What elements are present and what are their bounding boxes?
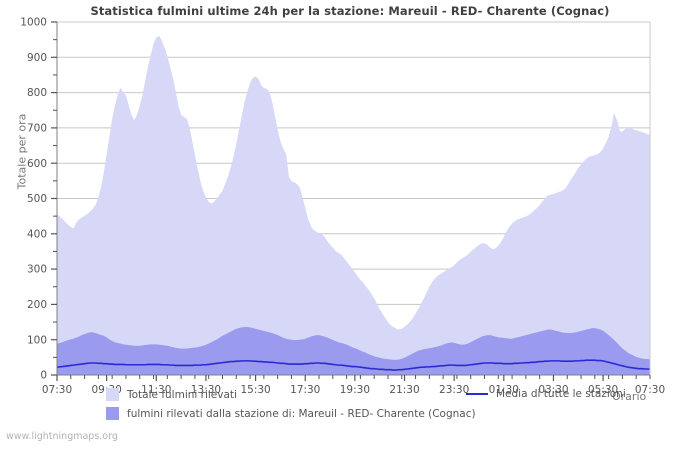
- legend-label-average: Media di tutte le stazioni: [496, 388, 626, 400]
- svg-text:600: 600: [27, 158, 47, 170]
- svg-text:1000: 1000: [20, 17, 47, 29]
- legend-item-average[interactable]: Media di tutte le stazioni: [466, 388, 626, 400]
- legend-label-total: Totale fulmini rilevati: [127, 388, 237, 401]
- svg-text:300: 300: [27, 264, 47, 276]
- svg-text:05:30: 05:30: [588, 384, 618, 396]
- svg-text:700: 700: [27, 123, 47, 135]
- svg-text:03:30: 03:30: [538, 384, 568, 396]
- svg-text:19:30: 19:30: [340, 384, 370, 396]
- svg-text:21:30: 21:30: [389, 384, 419, 396]
- svg-text:07:30: 07:30: [42, 384, 72, 396]
- chart-legend: Totale fulmini rilevati fulmini rilevati…: [0, 386, 700, 432]
- svg-text:07:30: 07:30: [635, 384, 665, 396]
- chart-title: Statistica fulmini ultime 24h per la sta…: [90, 4, 610, 18]
- legend-item-station[interactable]: fulmini rilevati dalla stazione di: Mare…: [106, 407, 476, 420]
- svg-text:15:30: 15:30: [240, 384, 270, 396]
- legend-label-station: fulmini rilevati dalla stazione di: Mare…: [127, 407, 476, 420]
- watermark: www.lightningmaps.org: [6, 431, 118, 442]
- svg-text:100: 100: [27, 334, 47, 346]
- svg-text:400: 400: [27, 228, 47, 240]
- svg-text:17:30: 17:30: [290, 384, 320, 396]
- svg-text:23:30: 23:30: [439, 384, 469, 396]
- plot-area: 0100200300400500600700800900100007:3009:…: [20, 17, 665, 396]
- svg-text:13:30: 13:30: [191, 384, 221, 396]
- svg-text:500: 500: [27, 193, 47, 205]
- svg-text:01:30: 01:30: [489, 384, 519, 396]
- svg-text:0: 0: [40, 370, 47, 382]
- legend-swatch-average-line-icon: [466, 393, 488, 395]
- x-axis-label: Orario: [612, 390, 647, 403]
- svg-text:200: 200: [27, 299, 47, 311]
- svg-text:900: 900: [27, 52, 47, 64]
- svg-text:800: 800: [27, 87, 47, 99]
- svg-text:11:30: 11:30: [141, 384, 171, 396]
- legend-swatch-total-icon: [106, 388, 119, 401]
- legend-item-total[interactable]: Totale fulmini rilevati: [106, 388, 237, 401]
- legend-swatch-station-icon: [106, 407, 119, 420]
